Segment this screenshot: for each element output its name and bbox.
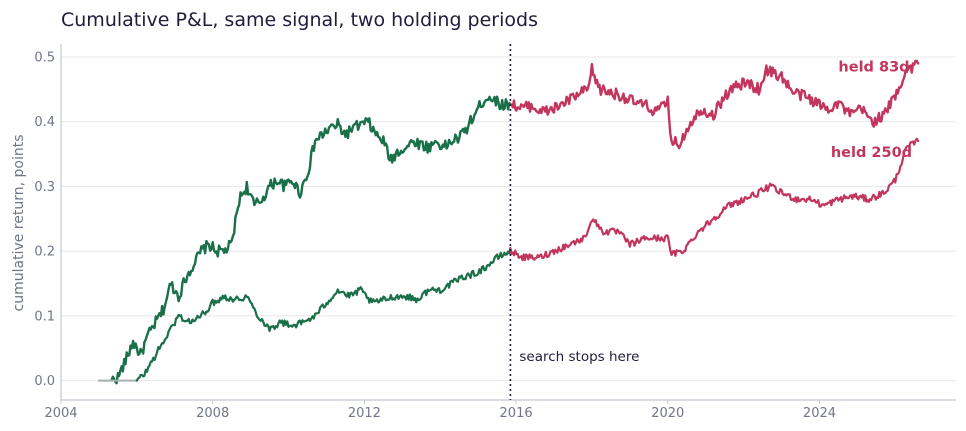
y-tick-label: 0.1 (34, 309, 55, 324)
x-tick-label: 2020 (651, 406, 684, 421)
series-2-out-of-sample-line (509, 137, 920, 262)
x-tick-label: 2024 (803, 406, 836, 421)
y-tick-label: 0.2 (34, 245, 55, 260)
series-2-in-sample-line (135, 247, 512, 382)
x-tick-label: 2012 (348, 406, 381, 421)
y-tick-label: 0.4 (34, 115, 55, 130)
x-tick-label: 2008 (196, 406, 229, 421)
series-labels: held 83d held 250d (831, 60, 912, 161)
y-axis-label: cumulative return, points (11, 135, 27, 312)
y-tick-label: 0.0 (34, 374, 55, 389)
x-tick-label: 2016 (500, 406, 533, 421)
x-tick-label: 2004 (44, 406, 77, 421)
chart-title: Cumulative P&L, same signal, two holding… (61, 9, 538, 31)
series-label-1: held 83d (838, 60, 909, 76)
x-axis-ticks: 2004 2008 2012 2016 2020 2024 (44, 400, 836, 421)
series-1-out-of-sample-line (509, 59, 920, 150)
search-stop-annotation: search stops here (519, 349, 639, 365)
series-label-2: held 250d (831, 145, 912, 161)
series-lines (97, 59, 920, 385)
y-tick-label: 0.3 (34, 180, 55, 195)
y-tick-label: 0.5 (34, 50, 55, 65)
series-1-in-sample-line (110, 95, 512, 385)
y-axis-ticks: 0.0 0.1 0.2 0.3 0.4 0.5 (34, 50, 55, 389)
